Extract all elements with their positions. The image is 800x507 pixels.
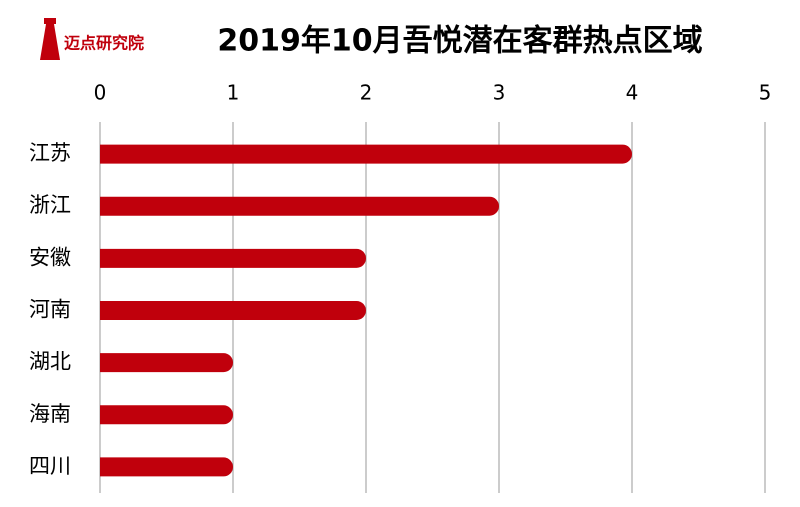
bar	[100, 144, 632, 164]
bar	[100, 248, 367, 268]
y-tick-label: 湖北	[29, 350, 71, 374]
bar	[100, 457, 233, 477]
x-tick-label: 3	[493, 81, 506, 105]
x-tick-label: 2	[360, 81, 373, 105]
bar	[100, 405, 233, 425]
y-tick-label: 江苏	[29, 141, 71, 165]
y-tick-label: 浙江	[29, 193, 71, 217]
logo-tower	[40, 24, 60, 60]
x-tick-label: 1	[227, 81, 240, 105]
bar	[100, 301, 367, 320]
bar	[100, 353, 233, 373]
x-tick-label: 5	[759, 81, 772, 105]
logo-text: 迈点研究院	[64, 34, 144, 53]
y-tick-label: 安徽	[29, 245, 71, 269]
bar	[100, 196, 500, 216]
chart-title: 2019年10月吾悦潜在客群热点区域	[217, 24, 702, 59]
x-tick-label: 0	[94, 81, 107, 105]
logo-top	[44, 18, 56, 24]
y-tick-label: 四川	[29, 454, 71, 478]
x-tick-label: 4	[626, 81, 639, 105]
y-tick-label: 河南	[29, 298, 71, 322]
logo: 迈点研究院	[38, 14, 148, 66]
y-tick-label: 海南	[29, 402, 71, 426]
